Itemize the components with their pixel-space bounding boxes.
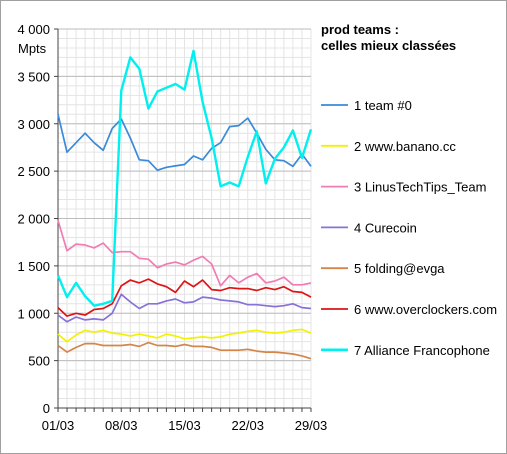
chart-title-line-2: celles mieux classées	[321, 38, 456, 53]
series-line-3	[57, 220, 312, 287]
x-tick-label: 22/03	[231, 418, 264, 433]
y-tick-label: 500	[28, 354, 50, 369]
y-tick-label: 0	[43, 401, 50, 416]
y-tick-label: 3 500	[17, 69, 50, 84]
series-line-4	[57, 293, 312, 323]
x-tick-label: 08/03	[105, 418, 138, 433]
series-line-5	[57, 341, 312, 360]
x-tick-label: 15/03	[168, 418, 201, 433]
y-tick-label: 2 500	[17, 164, 50, 179]
series-lines	[56, 49, 313, 360]
y-tick-labels: 0 500 1 000 1 500 2 000 2 500 3 000 3 500 4 000	[17, 22, 50, 416]
y-tick-label: 2 000	[17, 212, 50, 227]
y-tick-label: 4 000	[17, 22, 50, 37]
legend-label-1: 1 team #0	[354, 98, 412, 113]
x-tick-label: 29/03	[295, 418, 328, 433]
x-tick-label: 01/03	[42, 418, 75, 433]
y-tick-label: 1 000	[17, 306, 50, 321]
series-line-7	[56, 49, 313, 307]
y-tick-label: 3 000	[17, 117, 50, 132]
chart-title-line-1: prod teams :	[321, 22, 399, 37]
legend-label-3: 3 LinusTechTips_Team	[354, 180, 486, 195]
legend-label-7: 7 Alliance Francophone	[354, 343, 490, 358]
legend-label-5: 5 folding@evga	[354, 261, 445, 276]
series-line-1	[57, 114, 312, 172]
axes	[54, 28, 312, 412]
legend-label-2: 2 www.banano.cc	[354, 139, 456, 154]
x-tick-labels: 01/03 08/03 15/03 22/03 29/03	[42, 418, 328, 433]
y-axis-label: Mpts	[18, 41, 47, 56]
legend-label-6: 6 www.overclockers.com	[354, 302, 497, 317]
series-line-2	[57, 328, 312, 343]
legend: 1 team #0 2 www.banano.cc 3 LinusTechTips_…	[321, 98, 497, 358]
y-tick-label: 1 500	[17, 259, 50, 274]
series-line-6	[57, 278, 312, 317]
legend-label-4: 4 Curecoin	[354, 220, 417, 235]
